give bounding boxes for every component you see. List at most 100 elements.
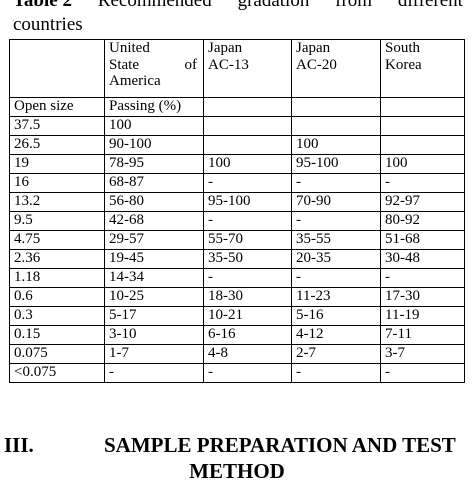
south-korea-cell	[380, 135, 465, 155]
table-row: 19 78-95 100 95-100 100	[9, 154, 465, 174]
usa-cell: 1-7	[104, 344, 204, 364]
south-korea-cell: -	[380, 268, 465, 288]
japan-ac13-cell: 35-50	[203, 249, 292, 269]
open-size-cell: 13.2	[9, 192, 105, 212]
japan-ac13-cell: -	[203, 173, 292, 193]
japan-ac13-cell: -	[203, 211, 292, 231]
japan-ac13-cell	[203, 116, 292, 136]
japan-ac13-cell: 4-8	[203, 344, 292, 364]
japan-ac20-cell: -	[291, 173, 381, 193]
open-size-cell: 4.75	[9, 230, 105, 250]
japan-ac13-cell: 55-70	[203, 230, 292, 250]
table-row: 16 68-87- - -	[9, 173, 465, 193]
header-usa: United State of America	[104, 39, 204, 98]
usa-cell: 90-100	[104, 135, 204, 155]
table-row: 37.5 100	[9, 116, 465, 136]
table-row: 1.18 14-34- - -	[9, 268, 465, 288]
open-size-cell: 0.3	[9, 306, 105, 326]
open-size-cell: 19	[9, 154, 105, 174]
section-title-line-1: SAMPLE PREPARATION AND TEST	[104, 433, 456, 457]
south-korea-cell: 30-48	[380, 249, 465, 269]
table-row: 0.6 10-25 18-30 11-23 17-30	[9, 287, 465, 307]
usa-cell: 68-87	[104, 173, 204, 193]
south-korea-cell: 51-68	[380, 230, 465, 250]
south-korea-cell: 80-92	[380, 211, 465, 231]
open-size-cell: 1.18	[9, 268, 105, 288]
table-subheader-row: Open size Passing (%)	[9, 97, 465, 117]
japan-ac13-cell: 100	[203, 154, 292, 174]
south-korea-cell: 17-30	[380, 287, 465, 307]
table-row: 13.2 56-80 95-100 70-90 92-97	[9, 192, 465, 212]
table-row: 0.3 5-17 10-21 5-16 11-19	[9, 306, 465, 326]
usa-cell: 10-25	[104, 287, 204, 307]
caption-line-1: Table 2 Recommended gradation from diffe…	[13, 0, 463, 13]
header-usa-line: State of	[109, 56, 197, 73]
usa-cell: 42-68	[104, 211, 204, 231]
south-korea-cell: -	[380, 173, 465, 193]
caption-word: different	[397, 0, 463, 11]
south-korea-cell: 7-11	[380, 325, 465, 345]
subheader-empty-cell	[203, 97, 292, 117]
japan-ac20-cell: 4-12	[291, 325, 381, 345]
open-size-cell: 26.5	[9, 135, 105, 155]
subheader-empty-cell	[291, 97, 381, 117]
open-size-cell: 37.5	[9, 116, 105, 136]
open-size-cell: 9.5	[9, 211, 105, 231]
header-japan-ac20-line: AC-20	[296, 56, 337, 73]
south-korea-cell	[380, 116, 465, 136]
table-caption: Table 2 Recommended gradation from diffe…	[13, 0, 463, 37]
header-japan-ac20: Japan AC-20	[291, 39, 381, 98]
japan-ac13-cell: -	[203, 268, 292, 288]
japan-ac13-cell: 18-30	[203, 287, 292, 307]
usa-cell: 29-57	[104, 230, 204, 250]
japan-ac13-cell: 6-16	[203, 325, 292, 345]
caption-word: gradation	[237, 0, 310, 11]
usa-cell: 56-80	[104, 192, 204, 212]
usa-cell: 14-34	[104, 268, 204, 288]
open-size-cell: 0.6	[9, 287, 105, 307]
caption-word: Recommended	[97, 0, 212, 11]
usa-cell: 5-17	[104, 306, 204, 326]
subheader-open-size: Open size	[9, 97, 105, 117]
section-title-line-2: METHOD	[189, 459, 285, 483]
japan-ac20-cell: 100	[291, 135, 381, 155]
table-row: 0.075 1-7 4-8 2-7 3-7	[9, 344, 465, 364]
header-japan-ac20-line: Japan	[296, 40, 331, 57]
table-row: 4.75 29-57 55-70 35-55 51-68	[9, 230, 465, 250]
open-size-cell: 2.36	[9, 249, 105, 269]
usa-cell: 19-45	[104, 249, 204, 269]
japan-ac20-cell: -	[291, 211, 381, 231]
header-japan-ac13-line: AC-13	[208, 56, 249, 73]
subheader-passing: Passing (%)	[104, 97, 204, 117]
south-korea-cell: 92-97	[380, 192, 465, 212]
open-size-cell: <0.075	[9, 363, 105, 383]
header-corner-cell	[9, 39, 105, 98]
header-usa-line: America	[109, 73, 161, 89]
section-number: III.	[4, 433, 34, 457]
japan-ac20-cell: 5-16	[291, 306, 381, 326]
usa-cell: -	[104, 363, 204, 383]
open-size-cell: 0.075	[9, 344, 105, 364]
usa-cell: 3-10	[104, 325, 204, 345]
header-south-korea-line: Korea	[385, 56, 422, 73]
japan-ac13-cell: 95-100	[203, 192, 292, 212]
open-size-cell: 16	[9, 173, 105, 193]
gradation-table: United State of America Japan AC-13 Japa…	[9, 39, 465, 383]
south-korea-cell: 100	[380, 154, 465, 174]
header-south-korea: South Korea	[380, 39, 465, 98]
japan-ac13-cell	[203, 135, 292, 155]
header-south-korea-line: South	[385, 40, 421, 57]
subheader-empty-cell	[380, 97, 465, 117]
header-usa-line: United	[109, 40, 150, 57]
japan-ac13-cell: 10-21	[203, 306, 292, 326]
south-korea-cell: 11-19	[380, 306, 465, 326]
japan-ac20-cell: 2-7	[291, 344, 381, 364]
japan-ac20-cell: 70-90	[291, 192, 381, 212]
header-japan-ac13-line: Japan	[208, 40, 243, 57]
south-korea-cell: 3-7	[380, 344, 465, 364]
header-japan-ac13: Japan AC-13	[203, 39, 292, 98]
south-korea-cell: -	[380, 363, 465, 383]
open-size-cell: 0.15	[9, 325, 105, 345]
caption-line-2: countries	[13, 14, 83, 35]
usa-cell: 78-95	[104, 154, 204, 174]
